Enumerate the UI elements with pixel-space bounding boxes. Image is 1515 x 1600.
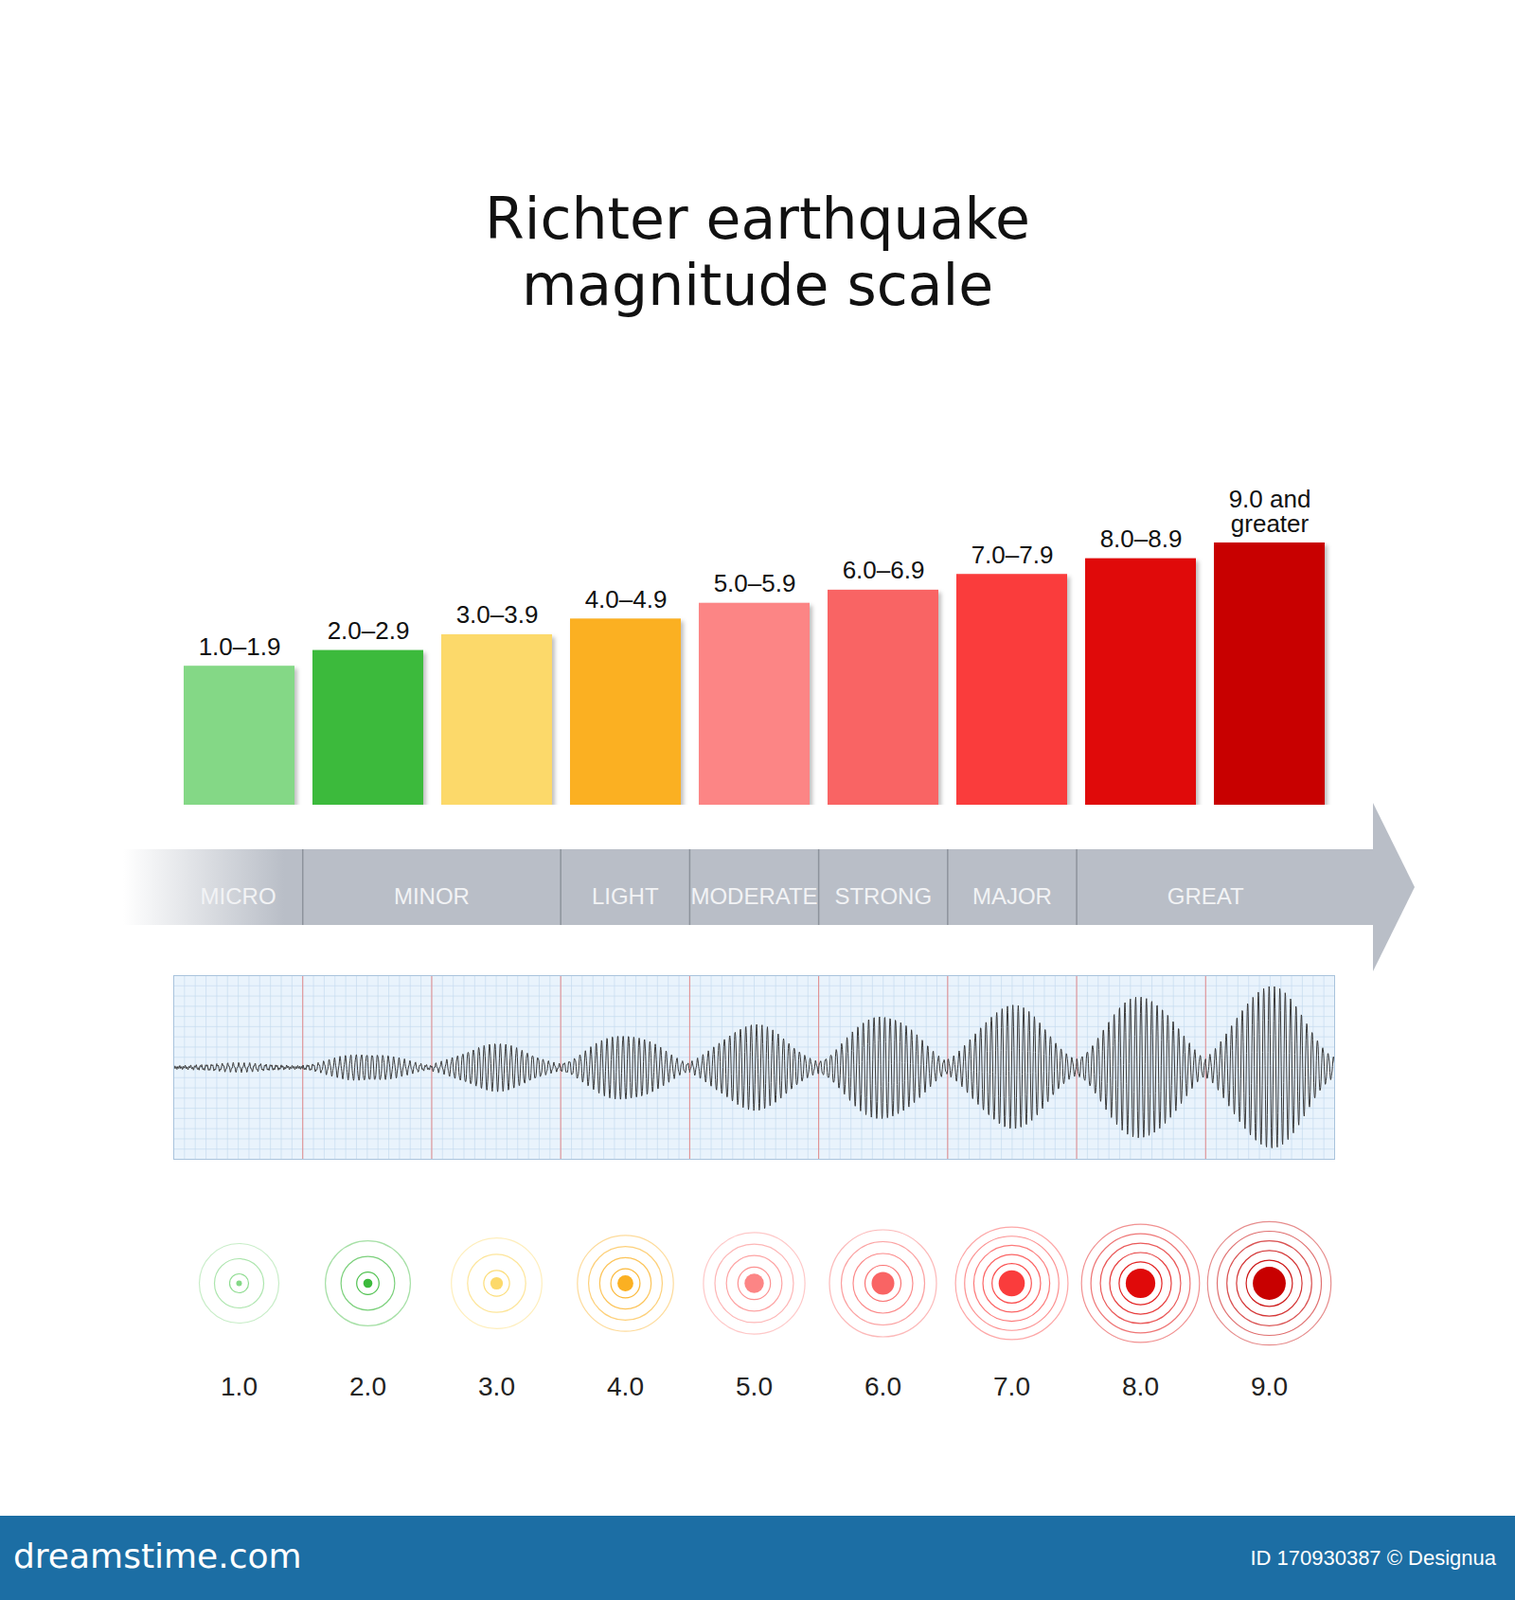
svg-text:STRONG: STRONG <box>834 883 932 909</box>
html-text:Richter earthquake magnitude s: Richter earthquake magnitude scale <box>484 185 1031 319</box>
svg-text:9.0 andgreater: 9.0 andgreater <box>1229 484 1312 538</box>
svg-text:8.0: 8.0 <box>1122 1372 1159 1402</box>
svg-text:3.0: 3.0 <box>478 1372 516 1402</box>
svg-text:MAJOR: MAJOR <box>972 883 1052 909</box>
svg-text:5.0: 5.0 <box>735 1372 773 1402</box>
html-text:dreamstime.com: dreamstime.com <box>13 1536 302 1576</box>
svg-text:MICRO: MICRO <box>200 883 277 909</box>
svg-text:6.0: 6.0 <box>864 1372 902 1402</box>
svg-text:4.0–4.9: 4.0–4.9 <box>585 585 668 614</box>
svg-text:2.0–2.9: 2.0–2.9 <box>327 616 410 645</box>
svg-text:MODERATE: MODERATE <box>690 883 818 909</box>
svg-text:5.0–5.9: 5.0–5.9 <box>713 569 797 598</box>
svg-text:4.0: 4.0 <box>606 1372 644 1402</box>
svg-text:7.0: 7.0 <box>993 1372 1031 1402</box>
svg-text:7.0–7.9: 7.0–7.9 <box>971 540 1054 570</box>
html-text:ID 170930387 © Designua: ID 170930387 © Designua <box>1250 1546 1497 1570</box>
svg-text:1.0: 1.0 <box>220 1372 258 1402</box>
svg-text:6.0–6.9: 6.0–6.9 <box>842 555 926 585</box>
svg-text:LIGHT: LIGHT <box>591 883 660 909</box>
svg-text:1.0–1.9: 1.0–1.9 <box>198 632 282 661</box>
svg-text:9.0: 9.0 <box>1250 1372 1288 1402</box>
svg-text:3.0–3.9: 3.0–3.9 <box>456 600 539 629</box>
svg-text:MINOR: MINOR <box>393 883 470 909</box>
svg-text:2.0: 2.0 <box>349 1372 387 1402</box>
svg-text:GREAT: GREAT <box>1167 883 1245 909</box>
svg-text:8.0–8.9: 8.0–8.9 <box>1100 524 1183 553</box>
